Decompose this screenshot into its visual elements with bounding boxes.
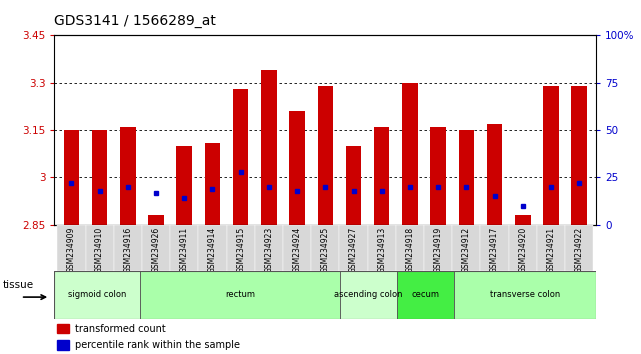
Bar <box>283 225 311 271</box>
Bar <box>340 225 368 271</box>
Bar <box>233 89 249 225</box>
Bar <box>430 127 446 225</box>
Text: sigmoid colon: sigmoid colon <box>68 290 126 299</box>
Text: cecum: cecum <box>411 290 439 299</box>
Bar <box>402 83 418 225</box>
Bar <box>311 225 340 271</box>
Bar <box>565 225 594 271</box>
Bar <box>170 225 198 271</box>
Bar <box>340 271 397 319</box>
Bar <box>148 215 164 225</box>
Bar <box>454 271 596 319</box>
Text: GSM234922: GSM234922 <box>575 227 584 273</box>
Text: GSM234919: GSM234919 <box>434 227 443 273</box>
Text: transverse colon: transverse colon <box>490 290 560 299</box>
Bar <box>396 225 424 271</box>
Bar <box>204 143 221 225</box>
Bar <box>509 225 537 271</box>
Bar <box>85 225 113 271</box>
Text: GSM234914: GSM234914 <box>208 227 217 273</box>
Bar <box>261 70 277 225</box>
Bar <box>487 124 503 225</box>
Bar <box>368 225 396 271</box>
Text: GSM234918: GSM234918 <box>406 227 415 273</box>
Bar <box>537 225 565 271</box>
Bar <box>254 225 283 271</box>
Text: GSM234909: GSM234909 <box>67 227 76 274</box>
Text: GSM234926: GSM234926 <box>151 227 160 273</box>
Text: percentile rank within the sample: percentile rank within the sample <box>75 340 240 350</box>
Text: GSM234915: GSM234915 <box>236 227 245 273</box>
Text: GDS3141 / 1566289_at: GDS3141 / 1566289_at <box>54 14 217 28</box>
Bar <box>198 225 226 271</box>
Bar <box>481 225 509 271</box>
Text: GSM234916: GSM234916 <box>123 227 132 273</box>
Bar <box>317 86 333 225</box>
Bar <box>515 215 531 225</box>
Bar <box>63 130 79 225</box>
Text: GSM234927: GSM234927 <box>349 227 358 273</box>
Bar <box>397 271 454 319</box>
Bar <box>92 130 108 225</box>
Text: ascending colon: ascending colon <box>334 290 403 299</box>
Bar <box>226 225 254 271</box>
Bar <box>571 86 587 225</box>
Text: rectum: rectum <box>225 290 254 299</box>
Text: GSM234921: GSM234921 <box>547 227 556 273</box>
Text: GSM234924: GSM234924 <box>292 227 302 273</box>
Bar <box>57 324 69 333</box>
Bar <box>453 225 481 271</box>
Text: GSM234913: GSM234913 <box>378 227 387 273</box>
Bar <box>113 225 142 271</box>
Text: GSM234912: GSM234912 <box>462 227 471 273</box>
Text: GSM234910: GSM234910 <box>95 227 104 273</box>
Bar <box>345 146 362 225</box>
Bar <box>458 130 474 225</box>
Text: GSM234925: GSM234925 <box>320 227 330 273</box>
Bar <box>120 127 136 225</box>
Bar <box>57 340 69 350</box>
Text: GSM234920: GSM234920 <box>519 227 528 273</box>
Bar <box>424 225 453 271</box>
Bar <box>142 225 170 271</box>
Text: transformed count: transformed count <box>75 324 165 333</box>
Bar <box>54 271 140 319</box>
Text: tissue: tissue <box>3 280 34 290</box>
Bar <box>176 146 192 225</box>
Bar <box>543 86 559 225</box>
Bar <box>289 111 305 225</box>
Text: GSM234923: GSM234923 <box>264 227 273 273</box>
Bar <box>140 271 340 319</box>
Bar <box>374 127 390 225</box>
Text: GSM234911: GSM234911 <box>179 227 188 273</box>
Text: GSM234917: GSM234917 <box>490 227 499 273</box>
Bar <box>57 225 85 271</box>
